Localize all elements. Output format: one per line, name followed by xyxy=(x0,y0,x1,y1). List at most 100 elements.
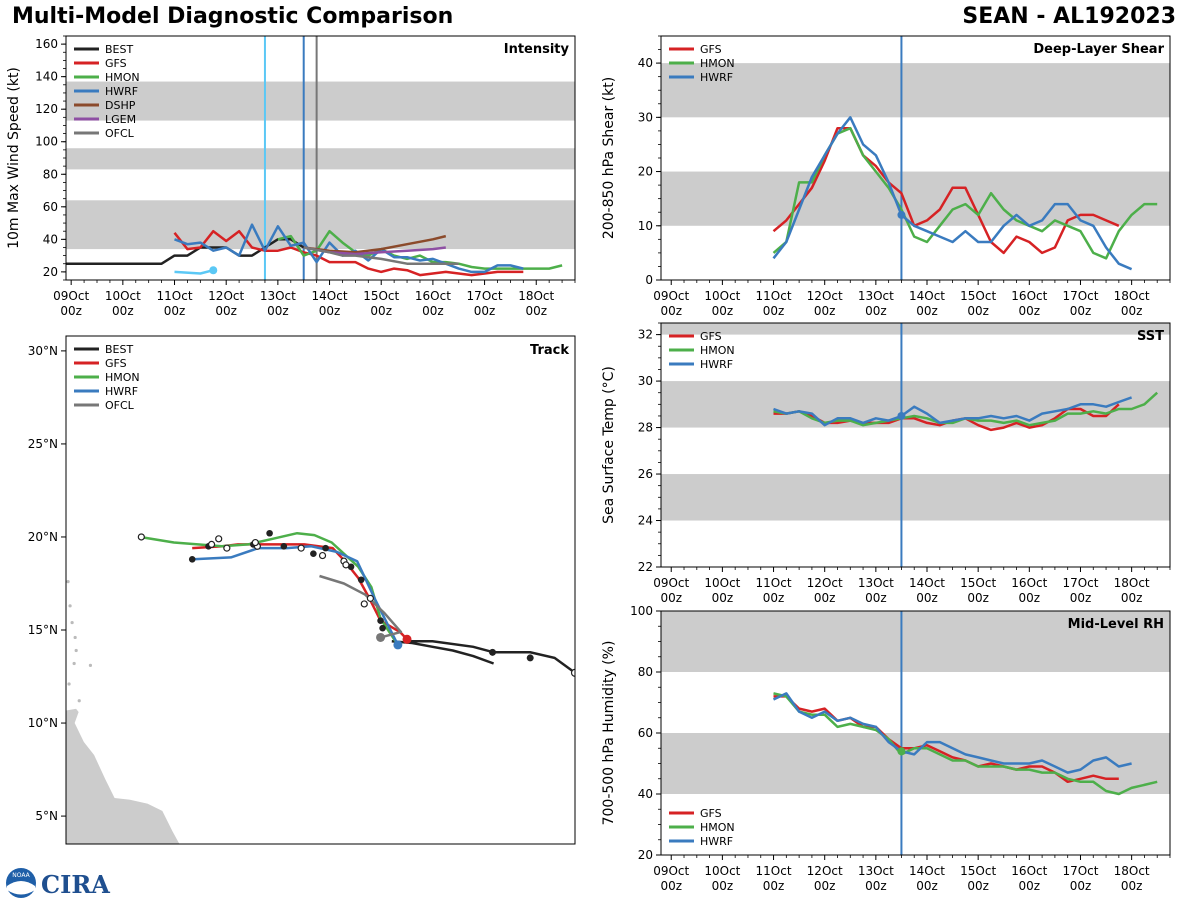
band xyxy=(661,611,1170,672)
x-tick-label: 00z xyxy=(1070,304,1092,318)
x-tick-label: 00z xyxy=(1121,591,1143,605)
x-tick-label: 13Oct xyxy=(858,289,894,303)
y-tick-label: 25°N xyxy=(28,437,58,451)
x-tick-label: 00z xyxy=(660,591,682,605)
y-tick-label: 140 xyxy=(35,70,58,84)
y-tick-label: 30 xyxy=(638,110,653,124)
x-tick-label: 13Oct xyxy=(858,576,894,590)
track-dot-marker xyxy=(322,544,329,552)
series-hwrf xyxy=(773,396,1133,427)
track-open-marker xyxy=(251,538,259,547)
legend-label-gfs: GFS xyxy=(105,357,127,370)
x-tick-label: 00z xyxy=(712,591,734,605)
legend-label-hwrf: HWRF xyxy=(105,385,138,398)
x-tick-label: 00z xyxy=(916,591,938,605)
x-tick-label: 00z xyxy=(967,879,989,893)
series-hwrf xyxy=(772,116,1133,271)
band xyxy=(661,63,1170,118)
series-end-marker xyxy=(209,266,218,275)
chart-rh: 2040608010009Oct00z10Oct00z11Oct00z12Oct… xyxy=(601,604,1171,893)
island xyxy=(67,682,71,686)
legend-label-hmon: HMON xyxy=(700,344,735,357)
x-tick-label: 12Oct xyxy=(807,864,843,878)
track-dot-marker xyxy=(188,555,196,563)
x-tick-label: 13Oct xyxy=(260,289,296,303)
y-tick-label: 30°N xyxy=(28,344,58,358)
x-tick-label: 16Oct xyxy=(1011,289,1047,303)
track-dot-marker xyxy=(280,542,288,550)
x-tick-label: 00z xyxy=(865,591,887,605)
legend-label-ofcl: OFCL xyxy=(105,399,135,412)
band xyxy=(661,733,1170,794)
chart-intensity: 2040608010012014016009Oct00z10Oct00z11Oc… xyxy=(6,35,576,318)
x-tick-label: 15Oct xyxy=(363,289,399,303)
x-tick-label: 00z xyxy=(814,591,836,605)
x-tick-label: 00z xyxy=(712,879,734,893)
y-tick-label: 40 xyxy=(638,787,653,801)
y-tick-label: 60 xyxy=(638,726,653,740)
series-hmon xyxy=(277,229,563,270)
x-tick-label: 00z xyxy=(474,304,496,318)
x-tick-label: 00z xyxy=(1070,879,1092,893)
y-tick-label: 22 xyxy=(638,560,653,574)
x-tick-label: 17Oct xyxy=(467,289,503,303)
x-tick-label: 17Oct xyxy=(1062,576,1098,590)
y-tick-label: 0 xyxy=(645,273,653,287)
y-tick-label: 120 xyxy=(35,102,58,116)
x-tick-label: 09Oct xyxy=(53,289,89,303)
y-tick-label: 15°N xyxy=(28,623,58,637)
x-tick-label: 00z xyxy=(763,304,785,318)
track-end-marker xyxy=(376,632,386,642)
x-tick-label: 00z xyxy=(1121,304,1143,318)
island xyxy=(77,699,81,703)
island xyxy=(66,580,70,584)
x-tick-label: 18Oct xyxy=(518,289,554,303)
legend-label-best: BEST xyxy=(105,43,133,56)
y-tick-label: 28 xyxy=(638,421,653,435)
legend-label-hwrf: HWRF xyxy=(700,835,733,848)
track-dot-marker xyxy=(310,550,317,558)
track-hmon xyxy=(140,531,399,646)
legend-label-hwrf: HWRF xyxy=(700,71,733,84)
band xyxy=(66,200,575,250)
plot-area-sst xyxy=(661,323,1170,567)
y-tick-label: 100 xyxy=(35,135,58,149)
x-tick-label: 00z xyxy=(1121,879,1143,893)
x-tick-label: 18Oct xyxy=(1114,576,1150,590)
legend-label-hmon: HMON xyxy=(700,821,735,834)
y-tick-label: 20°N xyxy=(28,530,58,544)
x-tick-label: 17Oct xyxy=(1062,289,1098,303)
y-tick-label: 24 xyxy=(638,514,653,528)
x-tick-label: 00z xyxy=(1070,591,1092,605)
island xyxy=(56,587,59,590)
track-open-marker xyxy=(137,533,145,541)
x-tick-label: 00z xyxy=(712,304,734,318)
x-tick-label: 11Oct xyxy=(756,864,792,878)
x-tick-label: 14Oct xyxy=(909,576,945,590)
init-dot xyxy=(897,747,906,756)
y-tick-label: 20 xyxy=(43,265,58,279)
x-tick-label: 11Oct xyxy=(756,576,792,590)
track-open-marker xyxy=(318,551,327,560)
band xyxy=(66,81,575,121)
x-tick-label: 00z xyxy=(60,304,82,318)
track-open-marker xyxy=(366,594,374,602)
x-tick-label: 14Oct xyxy=(312,289,348,303)
x-tick-label: 00z xyxy=(967,591,989,605)
x-tick-label: 00z xyxy=(370,304,392,318)
track-open-marker xyxy=(207,540,216,549)
track-best xyxy=(391,639,495,665)
x-tick-label: 14Oct xyxy=(909,289,945,303)
panel-title: Mid-Level RH xyxy=(1068,617,1164,632)
x-tick-label: 16Oct xyxy=(1011,576,1047,590)
y-tick-label: 40 xyxy=(638,56,653,70)
x-tick-label: 10Oct xyxy=(704,576,740,590)
track-dot-marker xyxy=(526,654,534,662)
track-open-marker xyxy=(223,544,231,552)
legend-label-hmon: HMON xyxy=(105,71,140,84)
track-open-marker xyxy=(342,561,350,569)
island xyxy=(68,604,72,608)
legend-label-gfs: GFS xyxy=(700,807,722,820)
cira-logo-text: CIRA xyxy=(41,870,110,899)
